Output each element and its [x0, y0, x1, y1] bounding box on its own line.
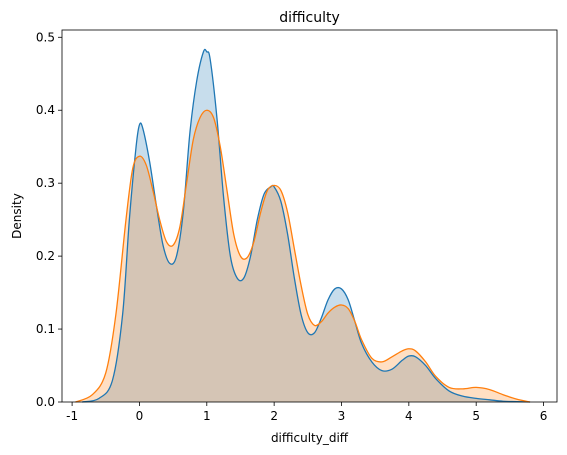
chart-title: difficulty: [279, 10, 340, 26]
density-line-2: [75, 109, 531, 403]
x-tick-label: -1: [66, 409, 78, 423]
x-tick-label: 6: [540, 409, 548, 423]
y-tick-label: 0.0: [36, 395, 55, 409]
x-tick-label: 4: [405, 409, 413, 423]
y-tick-label: 0.5: [36, 30, 55, 44]
y-tick-label: 0.4: [36, 103, 55, 117]
x-tick-label: 5: [472, 409, 480, 423]
x-tick-label: 1: [203, 409, 211, 423]
x-tick-label: 3: [338, 409, 346, 423]
plot-frame: [61, 29, 558, 403]
x-tick-label: 0: [136, 409, 144, 423]
x-tick-label: 2: [270, 409, 278, 423]
density-area-2: [75, 110, 531, 403]
x-axis-ticks: -1 0 1 2 3 4 5 6: [66, 402, 547, 423]
x-axis-label: difficulty_diff: [271, 431, 349, 445]
y-tick-label: 0.2: [36, 249, 55, 263]
y-axis-ticks: 0.0 0.1 0.2 0.3 0.4 0.5: [36, 30, 62, 409]
density-lines: [75, 48, 531, 403]
y-tick-label: 0.3: [36, 176, 55, 190]
y-axis-label: Density: [10, 193, 24, 239]
y-tick-label: 0.1: [36, 322, 55, 336]
density-fills: [75, 49, 531, 403]
